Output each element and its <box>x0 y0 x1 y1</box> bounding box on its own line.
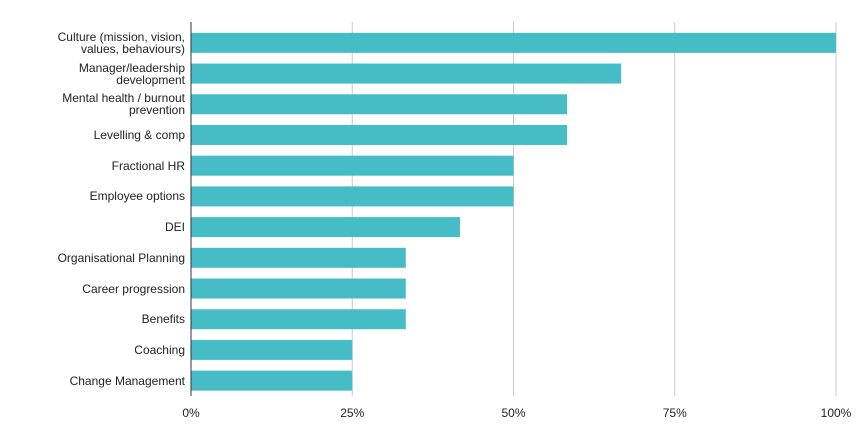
y-tick-label: Manager/leadership development <box>78 60 185 87</box>
y-tick-label: Culture (mission, vision, values, behavi… <box>57 29 185 56</box>
x-tick-label: 100% <box>820 406 852 420</box>
bar <box>191 247 406 268</box>
bar <box>191 186 514 207</box>
y-tick-label: Change Management <box>69 373 185 388</box>
x-tick-label: 75% <box>662 406 687 420</box>
bar <box>191 370 353 391</box>
x-tick-label: 0% <box>182 406 200 420</box>
x-tick-label: 25% <box>340 406 365 420</box>
y-tick-label: Benefits <box>141 312 185 327</box>
bar <box>191 309 406 330</box>
bar <box>191 278 406 299</box>
x-tick-label: 50% <box>501 406 526 420</box>
bar <box>191 94 568 115</box>
bar <box>191 32 836 53</box>
bar <box>191 63 622 84</box>
y-tick-label: Organisational Planning <box>57 250 185 265</box>
y-tick-label: Employee options <box>89 189 185 204</box>
bar <box>191 217 460 238</box>
y-tick-label: Levelling & comp <box>93 127 185 142</box>
y-tick-label: Coaching <box>134 342 185 357</box>
y-tick-label: DEI <box>164 220 185 235</box>
bar <box>191 155 514 176</box>
bar <box>191 124 568 145</box>
bar <box>191 339 353 360</box>
y-tick-label: Fractional HR <box>111 158 185 173</box>
y-tick-label: Career progression <box>82 281 185 296</box>
y-tick-label: Mental health / burnout prevention <box>62 91 185 118</box>
